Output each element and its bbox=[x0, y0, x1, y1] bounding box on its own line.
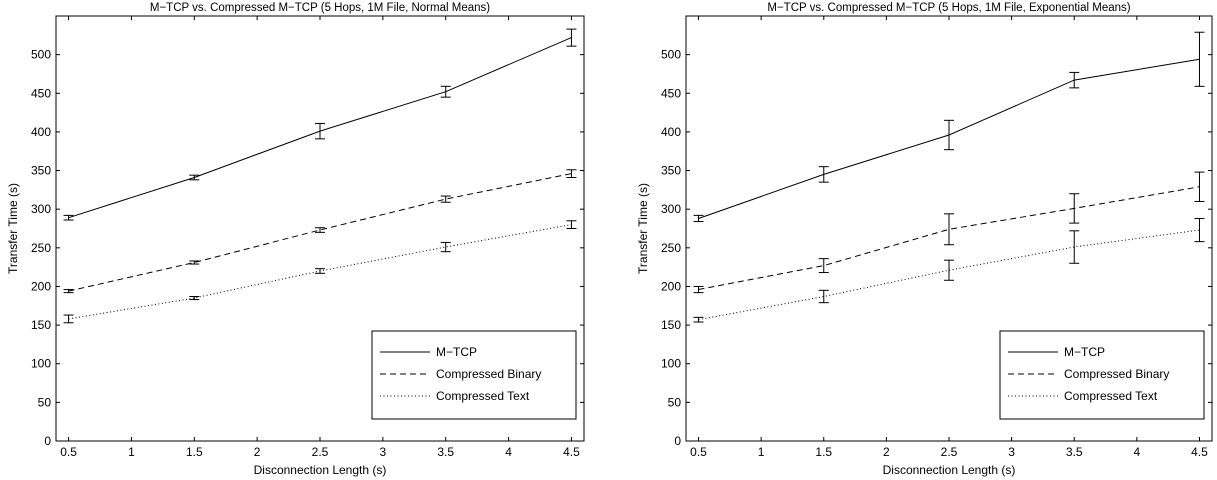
error-bar bbox=[189, 260, 200, 265]
x-tick-label: 0.5 bbox=[690, 445, 707, 459]
y-axis-label: Transfer Time (s) bbox=[6, 183, 20, 274]
series-3 bbox=[693, 217, 1205, 323]
error-bar bbox=[944, 119, 954, 151]
y-tick-label: 450 bbox=[661, 86, 681, 100]
y-tick-label: 100 bbox=[661, 357, 681, 371]
y-tick-label: 400 bbox=[31, 125, 51, 139]
x-tick-label: 3.5 bbox=[1066, 445, 1083, 459]
legend-box bbox=[999, 330, 1205, 420]
error-bar bbox=[315, 227, 325, 233]
error-bar bbox=[315, 268, 325, 274]
y-tick-label: 500 bbox=[661, 48, 681, 62]
chart-title: M−TCP vs. Compressed M−TCP (5 Hops, 1M F… bbox=[150, 2, 490, 14]
legend-label: Compressed Text bbox=[1064, 389, 1158, 403]
error-bar bbox=[818, 166, 829, 183]
legend: M−TCP Compressed Binary Compressed Text bbox=[999, 330, 1205, 420]
series-2 bbox=[63, 169, 577, 294]
error-bar bbox=[1069, 193, 1080, 224]
y-tick-label: 200 bbox=[31, 279, 51, 293]
x-tick-label: 2 bbox=[883, 445, 890, 459]
error-bar bbox=[189, 174, 200, 181]
x-tick-label: 4 bbox=[505, 445, 512, 459]
legend: M−TCP Compressed Binary Compressed Text bbox=[371, 330, 577, 420]
error-bar bbox=[189, 296, 200, 301]
error-bar bbox=[693, 285, 704, 294]
y-tick-label: 200 bbox=[661, 279, 681, 293]
series-line bbox=[68, 173, 572, 292]
error-bar bbox=[315, 122, 325, 140]
error-bar bbox=[1194, 217, 1205, 243]
y-tick-label: 0 bbox=[44, 434, 51, 448]
x-tick-label: 0.5 bbox=[60, 445, 77, 459]
series-1 bbox=[63, 28, 577, 221]
y-tick-label: 350 bbox=[661, 164, 681, 178]
series-line bbox=[698, 186, 1200, 290]
error-bar bbox=[1069, 71, 1080, 89]
error-bar bbox=[1069, 230, 1080, 264]
y-tick-label: 150 bbox=[31, 318, 51, 332]
error-bar bbox=[440, 195, 451, 203]
y-tick-label: 300 bbox=[661, 202, 681, 216]
error-bar bbox=[566, 220, 577, 229]
error-bar bbox=[818, 258, 829, 274]
x-tick-label: 1 bbox=[758, 445, 765, 459]
error-bar bbox=[440, 241, 451, 253]
x-axis-label: Disconnection Length (s) bbox=[883, 463, 1016, 477]
chart-panel-1: M−TCP vs. Compressed M−TCP (5 Hops, 1M F… bbox=[6, 2, 585, 477]
y-tick-label: 450 bbox=[31, 86, 51, 100]
error-bar bbox=[693, 316, 704, 323]
x-tick-label: 1.5 bbox=[186, 445, 203, 459]
chart-title: M−TCP vs. Compressed M−TCP (5 Hops, 1M F… bbox=[767, 2, 1130, 14]
series-1 bbox=[693, 31, 1205, 223]
legend-label: Compressed Binary bbox=[1064, 367, 1169, 381]
y-tick-label: 250 bbox=[661, 241, 681, 255]
legend-label: Compressed Binary bbox=[436, 367, 541, 381]
error-bar bbox=[1194, 171, 1205, 202]
series-line bbox=[698, 229, 1200, 321]
y-tick-label: 150 bbox=[661, 318, 681, 332]
series-3 bbox=[63, 220, 577, 324]
error-bar bbox=[440, 85, 451, 98]
y-tick-label: 500 bbox=[31, 48, 51, 62]
legend-box bbox=[371, 330, 577, 420]
x-axis-label: Disconnection Length (s) bbox=[254, 463, 387, 477]
series-2 bbox=[693, 171, 1205, 294]
chart-panel-2: M−TCP vs. Compressed M−TCP (5 Hops, 1M F… bbox=[636, 2, 1213, 477]
error-bar bbox=[944, 259, 954, 281]
error-bar bbox=[566, 28, 577, 47]
legend-label: M−TCP bbox=[1064, 345, 1105, 359]
x-tick-label: 4.5 bbox=[563, 445, 580, 459]
y-tick-label: 0 bbox=[674, 434, 681, 448]
error-bar bbox=[566, 169, 577, 178]
error-bar bbox=[944, 213, 954, 246]
error-bar bbox=[63, 214, 74, 221]
legend-label: Compressed Text bbox=[436, 389, 530, 403]
x-tick-label: 4 bbox=[1134, 445, 1141, 459]
x-tick-label: 1 bbox=[128, 445, 135, 459]
x-tick-label: 2.5 bbox=[312, 445, 329, 459]
x-tick-label: 3 bbox=[1008, 445, 1015, 459]
x-tick-label: 4.5 bbox=[1191, 445, 1208, 459]
error-bar bbox=[818, 289, 829, 304]
x-tick-label: 3 bbox=[380, 445, 387, 459]
x-tick-label: 2 bbox=[254, 445, 261, 459]
legend-label: M−TCP bbox=[436, 345, 477, 359]
x-tick-label: 1.5 bbox=[815, 445, 832, 459]
y-tick-label: 300 bbox=[31, 202, 51, 216]
error-bar bbox=[63, 289, 74, 294]
y-tick-label: 250 bbox=[31, 241, 51, 255]
x-tick-label: 3.5 bbox=[437, 445, 454, 459]
y-tick-label: 50 bbox=[668, 395, 682, 409]
error-bar bbox=[693, 214, 704, 223]
x-tick-label: 2.5 bbox=[941, 445, 958, 459]
error-bar bbox=[1194, 31, 1205, 87]
y-axis-label: Transfer Time (s) bbox=[636, 183, 650, 274]
y-tick-label: 350 bbox=[31, 164, 51, 178]
error-bar bbox=[63, 314, 74, 324]
y-tick-label: 100 bbox=[31, 357, 51, 371]
y-tick-label: 50 bbox=[38, 395, 52, 409]
y-tick-label: 400 bbox=[661, 125, 681, 139]
